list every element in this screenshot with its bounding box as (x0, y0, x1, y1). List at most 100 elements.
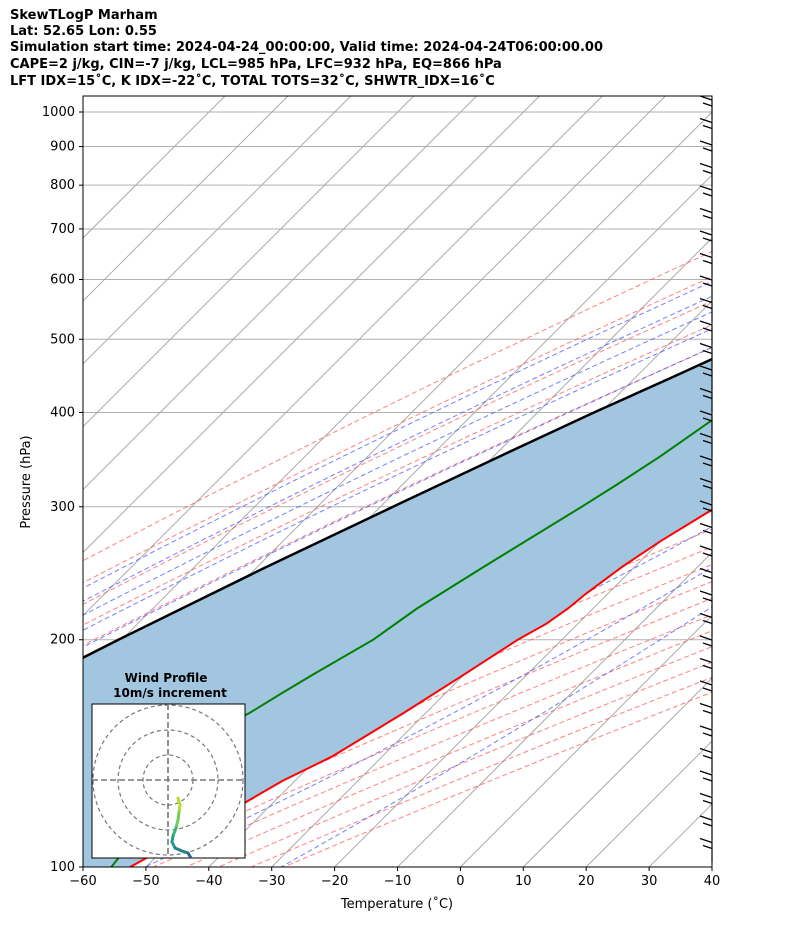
isotherm-line (522, 677, 712, 867)
x-tick-label: −10 (384, 874, 411, 889)
hodograph-segment (194, 868, 196, 872)
y-tick-label: 200 (50, 633, 75, 648)
temperature-point (584, 593, 587, 595)
dry-adiabat (83, 324, 712, 626)
dewpoint-point (659, 455, 662, 458)
wind-barb (699, 162, 713, 188)
isotherm-line (460, 614, 712, 867)
wind-barb (699, 522, 713, 548)
moist-adiabat (83, 281, 712, 589)
moist-adiabat (83, 526, 712, 836)
dewpoint-point (248, 712, 251, 714)
wind-barb (699, 837, 713, 863)
time-line: Simulation start time: 2024-04-24_00:00:… (10, 40, 603, 55)
isotherm-line (83, 96, 603, 617)
x-tick-label: −40 (195, 874, 222, 889)
temperature-line (129, 508, 712, 867)
moist-adiabat (83, 328, 712, 631)
chart-title: SkewTLogP Marham (10, 8, 158, 23)
x-tick-label: −20 (321, 874, 348, 889)
temperature-point (463, 673, 466, 676)
temperature-point (517, 638, 519, 641)
y-tick-label: 700 (50, 222, 75, 237)
temperature-point (659, 540, 662, 543)
temperature-point (330, 755, 333, 758)
x-tick-label: −60 (69, 874, 96, 889)
parcel-point (755, 339, 757, 341)
wind-barb (699, 815, 713, 840)
y-tick-label: 300 (50, 500, 75, 515)
y-tick-label: 400 (50, 405, 75, 420)
isotherm-line (775, 96, 794, 867)
temperature-point (281, 780, 284, 782)
y-tick-label: 900 (50, 140, 75, 155)
wind-barb (699, 140, 713, 165)
parcel-point (117, 638, 120, 641)
hodograph-title: Wind Profile (125, 671, 208, 685)
y-tick-label: 500 (50, 332, 75, 347)
dewpoint-point (312, 673, 315, 676)
hodograph-segment (186, 870, 189, 874)
temperature-point (403, 712, 405, 714)
isotherm-line (397, 551, 712, 867)
hodograph-subtitle: 10m/s increment (113, 686, 227, 700)
x-tick-label: 20 (578, 874, 595, 889)
y-axis-label: Pressure (hPa) (19, 435, 34, 528)
x-tick-label: −30 (258, 874, 285, 889)
wind-barb (699, 95, 713, 120)
parcel-point (392, 506, 394, 508)
parcel-point (266, 565, 268, 568)
temperature-point (621, 565, 624, 568)
dry-adiabat (83, 300, 712, 605)
dry-adiabat (83, 250, 712, 562)
x-axis-label: Temperature (˚C) (340, 896, 453, 912)
x-tick-label: −50 (132, 874, 159, 889)
wind-barb (699, 185, 713, 210)
wind-barb (699, 590, 713, 615)
wind-profile-inset: Wind Profile 10m/s increment (91, 671, 246, 874)
temperature-point (567, 607, 569, 610)
wind-barb (699, 320, 713, 345)
x-tick-label: 0 (456, 874, 464, 889)
y-tick-label: 600 (50, 272, 75, 287)
isotherm-line (711, 866, 712, 867)
dewpoint-point (767, 373, 769, 375)
wind-barb (699, 567, 713, 593)
wind-barb (699, 725, 713, 750)
cape-line: CAPE=2 j/kg, CIN=-7 j/kg, LCL=985 hPa, L… (10, 57, 502, 72)
parcel-point (593, 411, 595, 414)
isotherm-line (83, 96, 477, 491)
wind-barb (699, 230, 713, 255)
dewpoint-point (416, 607, 418, 610)
isotherm-line (334, 488, 712, 867)
moist-adiabat (83, 311, 712, 616)
dry-adiabat (83, 546, 712, 824)
wind-barb (699, 657, 713, 683)
index-line: LFT IDX=15˚C, K IDX=-22˚C, TOTAL TOTS=32… (10, 74, 495, 89)
y-tick-label: 1000 (42, 105, 75, 120)
dewpoint-point (281, 692, 283, 694)
dewpoint-point (483, 565, 485, 568)
y-tick-label: 800 (50, 178, 75, 193)
isotherm-line (83, 96, 352, 365)
location-line: Lat: 52.65 Lon: 0.55 (10, 24, 157, 39)
parcel-line (83, 357, 712, 660)
temperature-point (545, 622, 548, 625)
isotherm-line (83, 96, 289, 302)
moist-adiabat (83, 346, 712, 648)
x-tick-label: 30 (641, 874, 658, 889)
hodograph-segment (189, 872, 194, 874)
isotherm-line (83, 96, 540, 554)
parcel-point (679, 373, 681, 375)
wind-barb (699, 252, 713, 278)
isotherm-line (83, 96, 415, 428)
parcel-point (499, 455, 501, 458)
dewpoint-point (614, 484, 617, 487)
y-tick-label: 100 (50, 860, 75, 875)
isotherm-line (83, 96, 226, 239)
hodograph-segment (189, 856, 193, 858)
dewpoint-point (580, 506, 583, 508)
dewpoint-point (372, 638, 375, 641)
dewpoint-point (722, 412, 724, 414)
